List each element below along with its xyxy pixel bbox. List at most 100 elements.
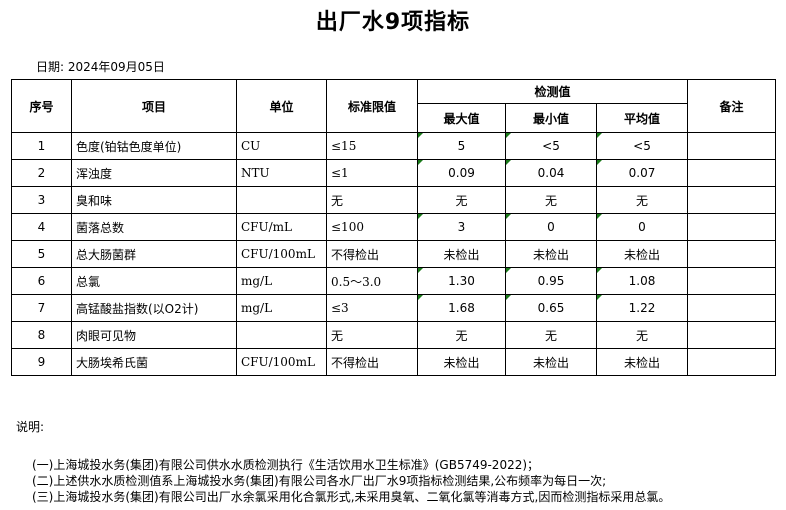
cell-avg: 0.07 [596,159,688,187]
cell-min: <5 [505,132,597,160]
error-indicator-icon [597,295,602,300]
cell-no: 2 [11,159,72,187]
cell-max: 3 [417,213,506,241]
table-row: 7 高锰酸盐指数(以O2计) mg/L ≤3 1.68 0.65 1.22 [11,294,776,322]
cell-remark [687,159,776,187]
cell-max: 5 [417,132,506,160]
error-indicator-icon [597,268,602,273]
cell-item: 菌落总数 [71,213,237,241]
error-indicator-icon [506,160,511,165]
error-indicator-icon [418,160,423,165]
cell-no: 4 [11,213,72,241]
header-item: 项目 [71,79,237,133]
cell-remark [687,348,776,376]
cell-item: 高锰酸盐指数(以O2计) [71,294,237,322]
error-indicator-icon [597,214,602,219]
table-row: 5 总大肠菌群 CFU/100mL 不得检出 未检出 未检出 未检出 [11,240,776,268]
cell-limit: ≤1 [326,159,418,187]
cell-unit: mg/L [236,267,327,295]
notes-label: 说明: [16,420,45,434]
cell-avg: 0 [596,213,688,241]
cell-max: 1.68 [417,294,506,322]
error-indicator-icon [597,160,602,165]
cell-max: 未检出 [417,348,506,376]
cell-limit: ≤15 [326,132,418,160]
cell-limit: ≤3 [326,294,418,322]
note-item: (一)上海城投水务(集团)有限公司供水水质检测执行《生活饮用水卫生标准》(GB5… [32,458,540,472]
table-row: 9 大肠埃希氏菌 CFU/100mL 不得检出 未检出 未检出 未检出 [11,348,776,376]
cell-no: 7 [11,294,72,322]
cell-no: 5 [11,240,72,268]
report-date: 日期: 2024年09月05日 [36,60,165,74]
error-indicator-icon [506,133,511,138]
cell-min: 0.95 [505,267,597,295]
cell-min: 0 [505,213,597,241]
note-item: (二)上述供水水质检测值系上海城投水务(集团)有限公司各水厂出厂水9项指标检测结… [32,474,607,488]
cell-min: 未检出 [505,240,597,268]
table-row: 8 肉眼可见物无无无无 [11,321,776,349]
cell-remark [687,267,776,295]
cell-item: 总大肠菌群 [71,240,237,268]
header-min: 最小值 [505,103,597,133]
cell-remark [687,213,776,241]
cell-avg: 无 [596,186,688,214]
cell-avg: 1.22 [596,294,688,322]
page-title: 出厂水9项指标 [315,10,471,35]
cell-remark [687,186,776,214]
cell-min: 无 [505,321,597,349]
cell-item: 臭和味 [71,186,237,214]
cell-item: 色度(铂钴色度单位) [71,132,237,160]
cell-max: 未检出 [417,240,506,268]
water-quality-table: 序号 项目 单位 标准限值 检测值 备注 最大值 最小值 平均值 1 色度(铂钴色… [11,79,776,376]
cell-avg: <5 [596,132,688,160]
cell-limit: 不得检出 [326,240,418,268]
header-max: 最大值 [417,103,506,133]
cell-remark [687,132,776,160]
cell-no: 9 [11,348,72,376]
table-row: 6 总氯 mg/L 0.5～3.0 1.30 0.95 1.08 [11,267,776,295]
header-unit: 单位 [236,79,327,133]
cell-limit: 无 [326,321,418,349]
error-indicator-icon [418,214,423,219]
cell-limit: ≤100 [326,213,418,241]
note-item: (三)上海城投水务(集团)有限公司出厂水余氯采用化合氯形式,未采用臭氧、二氧化氯… [32,490,671,504]
cell-unit [236,186,327,214]
cell-no: 8 [11,321,72,349]
error-indicator-icon [506,295,511,300]
error-indicator-icon [506,268,511,273]
cell-remark [687,321,776,349]
header-no: 序号 [11,79,72,133]
table-row: 3 臭和味无无无无 [11,186,776,214]
cell-item: 大肠埃希氏菌 [71,348,237,376]
table-row: 2 浑浊度 NTU ≤1 0.09 0.04 0.07 [11,159,776,187]
table-row: 1 色度(铂钴色度单位) CU ≤15 5 <5 <5 [11,132,776,160]
cell-avg: 未检出 [596,348,688,376]
cell-unit: CFU/100mL [236,240,327,268]
cell-min: 0.65 [505,294,597,322]
cell-limit: 不得检出 [326,348,418,376]
cell-max: 无 [417,321,506,349]
error-indicator-icon [418,295,423,300]
header-limit: 标准限值 [326,79,418,133]
cell-remark [687,240,776,268]
cell-unit: mg/L [236,294,327,322]
cell-no: 1 [11,132,72,160]
cell-item: 总氯 [71,267,237,295]
error-indicator-icon [506,214,511,219]
cell-avg: 无 [596,321,688,349]
error-indicator-icon [597,133,602,138]
header-remark: 备注 [687,79,776,133]
cell-min: 0.04 [505,159,597,187]
cell-limit: 0.5～3.0 [326,267,418,295]
cell-avg: 1.08 [596,267,688,295]
cell-max: 1.30 [417,267,506,295]
notes: 说明: (一)上海城投水务(集团)有限公司供水水质检测执行《生活饮用水卫生标准》… [16,419,670,505]
cell-unit [236,321,327,349]
cell-unit: CFU/100mL [236,348,327,376]
error-indicator-icon [418,133,423,138]
cell-avg: 未检出 [596,240,688,268]
table-row: 4 菌落总数 CFU/mL ≤100 3 0 0 [11,213,776,241]
cell-no: 6 [11,267,72,295]
cell-remark [687,294,776,322]
cell-unit: NTU [236,159,327,187]
